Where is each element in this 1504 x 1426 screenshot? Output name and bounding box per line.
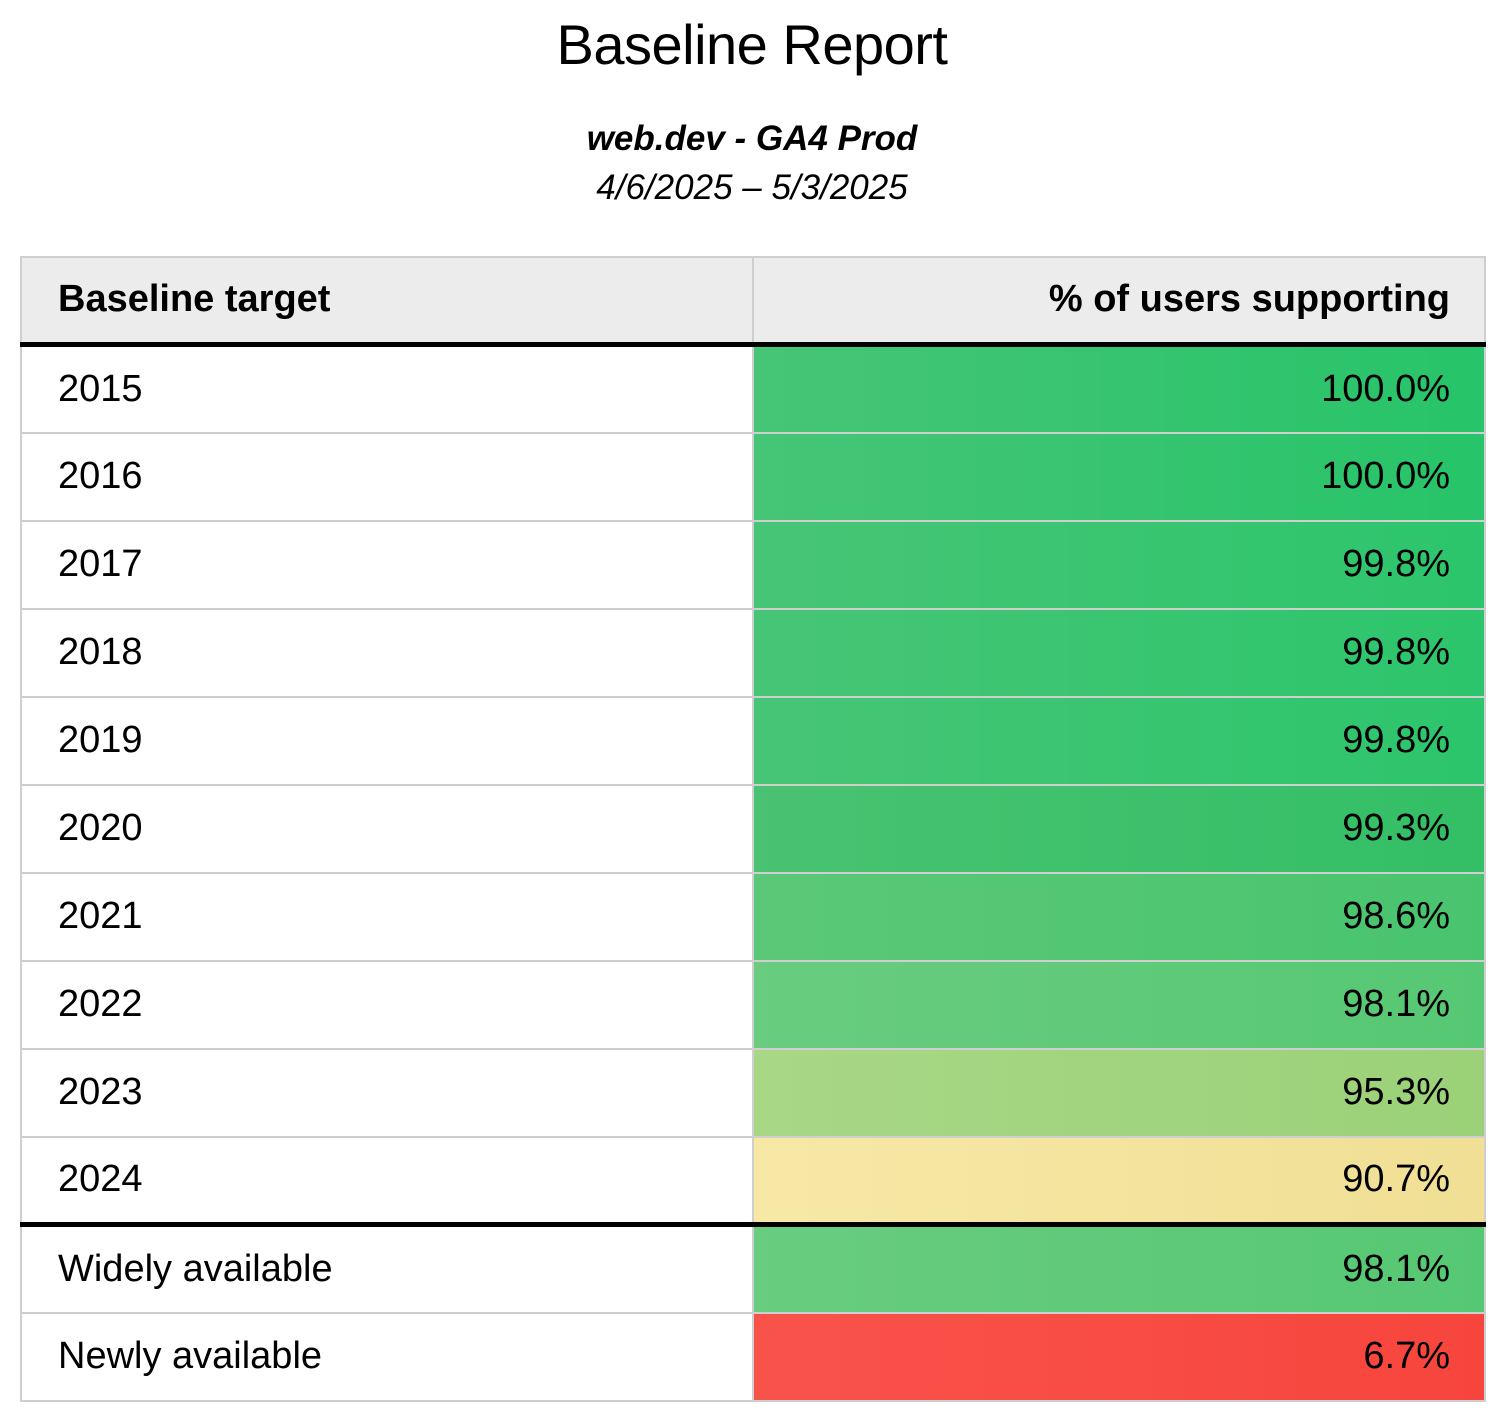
table-row: 2019 99.8% (20, 695, 1486, 786)
report-subtitle: web.dev - GA4 Prod (586, 118, 918, 158)
baseline-target-cell: 2023 (20, 1047, 754, 1138)
baseline-target-cell: 2021 (20, 871, 754, 962)
table-row: 2023 95.3% (20, 1047, 1486, 1138)
baseline-target-cell: 2016 (20, 431, 754, 522)
baseline-target-cell: Newly available (20, 1311, 754, 1402)
table-row: 2017 99.8% (20, 519, 1486, 610)
table-header-row: Baseline target % of users supporting (20, 255, 1486, 348)
baseline-target-cell: 2024 (20, 1135, 754, 1226)
percent-cell: 99.8% (752, 519, 1486, 610)
report-date-range: 4/6/2025 – 5/3/2025 (596, 167, 908, 207)
table-row: 2018 99.8% (20, 607, 1486, 698)
baseline-table: Baseline target % of users supporting 20… (20, 255, 1486, 1402)
percent-cell: 6.7% (752, 1311, 1486, 1402)
column-header-percent-users: % of users supporting (752, 255, 1486, 348)
table-row: 2020 99.3% (20, 783, 1486, 874)
table-row: 2016 100.0% (20, 431, 1486, 522)
percent-cell: 100.0% (752, 343, 1486, 434)
table-row: Widely available 98.1% (20, 1222, 1486, 1314)
percent-cell: 99.8% (752, 607, 1486, 698)
baseline-target-cell: Widely available (20, 1222, 754, 1314)
percent-cell: 98.6% (752, 871, 1486, 962)
baseline-target-cell: 2019 (20, 695, 754, 786)
percent-cell: 99.3% (752, 783, 1486, 874)
percent-cell: 99.8% (752, 695, 1486, 786)
table-row: 2024 90.7% (20, 1135, 1486, 1226)
percent-cell: 100.0% (752, 431, 1486, 522)
percent-cell: 95.3% (752, 1047, 1486, 1138)
baseline-target-cell: 2015 (20, 343, 754, 434)
table-row: 2021 98.6% (20, 871, 1486, 962)
baseline-target-cell: 2022 (20, 959, 754, 1050)
table-row: 2015 100.0% (20, 343, 1486, 434)
table-row: 2022 98.1% (20, 959, 1486, 1050)
baseline-target-cell: 2018 (20, 607, 754, 698)
table-row: Newly available 6.7% (20, 1311, 1486, 1402)
baseline-target-cell: 2017 (20, 519, 754, 610)
percent-cell: 98.1% (752, 1222, 1486, 1314)
table-body: 2015 100.0% 2016 100.0% 2017 99.8% 2018 … (20, 343, 1486, 1402)
baseline-target-cell: 2020 (20, 783, 754, 874)
column-header-baseline-target: Baseline target (20, 255, 754, 348)
percent-cell: 90.7% (752, 1135, 1486, 1226)
page-title: Baseline Report (556, 13, 948, 76)
percent-cell: 98.1% (752, 959, 1486, 1050)
